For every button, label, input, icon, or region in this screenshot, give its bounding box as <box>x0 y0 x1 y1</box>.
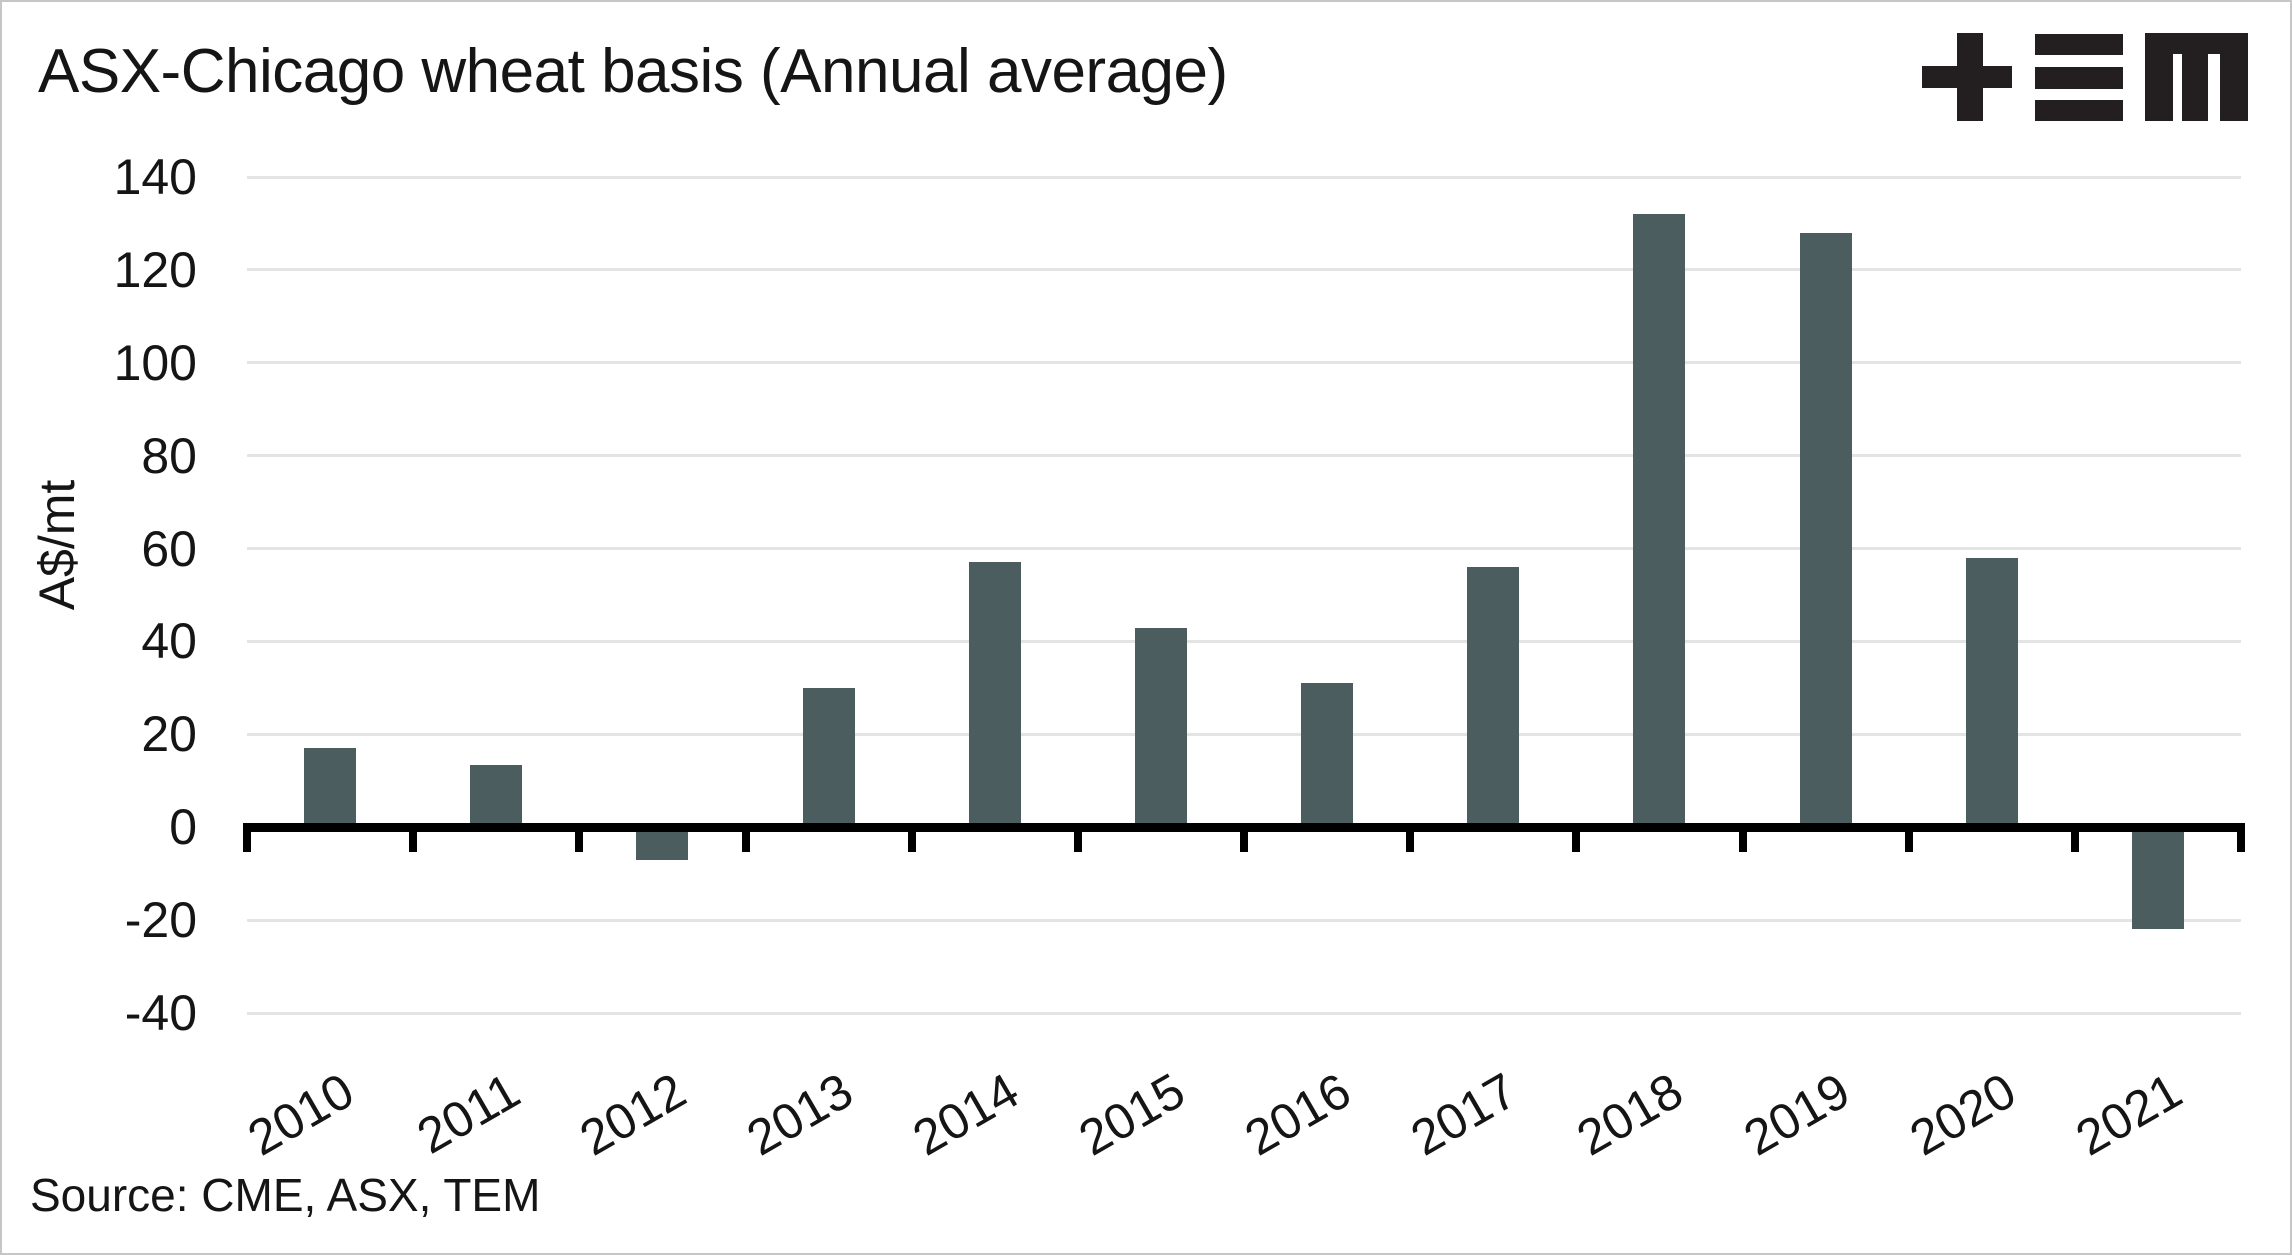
gridline-y-100 <box>247 361 2241 365</box>
gridline-y-40 <box>247 639 2241 643</box>
bar-2010 <box>304 748 357 828</box>
x-tick-mark-11 <box>2070 822 2079 852</box>
x-tick-mark-7 <box>1406 822 1415 852</box>
x-tick-mark-8 <box>1572 822 1581 852</box>
y-tick-label-40: 40 <box>141 613 197 670</box>
bar-2019 <box>1799 232 1852 828</box>
gridline-y-120 <box>247 268 2241 272</box>
bar-2020 <box>1965 557 2018 828</box>
logo-bar-bottom <box>2035 100 2123 121</box>
x-tick-label-2013: 2013 <box>737 1062 862 1167</box>
tem-logo <box>1922 33 2248 121</box>
y-tick-label-140: 140 <box>113 149 197 205</box>
x-tick-mark-0 <box>243 822 251 852</box>
bar-2017 <box>1467 567 1520 828</box>
logo-plus-horizontal <box>1922 66 2012 88</box>
x-tick-mark-9 <box>1738 822 1747 852</box>
x-tick-label-2015: 2015 <box>1069 1062 1194 1167</box>
gridline-y--20 <box>247 918 2241 922</box>
y-tick-label-120: 120 <box>113 241 197 298</box>
bar-2012 <box>636 827 689 860</box>
x-tick-label-2020: 2020 <box>1900 1062 2025 1167</box>
logo-m-mid-leg <box>2182 51 2208 121</box>
logo-m-right-leg <box>2220 33 2248 121</box>
bar-2018 <box>1633 214 1686 828</box>
x-tick-mark-1 <box>409 822 418 852</box>
gridline-y--40 <box>247 1011 2241 1015</box>
y-tick-label-0: 0 <box>169 799 197 856</box>
x-tick-label-2019: 2019 <box>1734 1062 1859 1167</box>
x-tick-mark-12 <box>2237 822 2245 852</box>
chart-title: ASX-Chicago wheat basis (Annual average) <box>38 37 1228 106</box>
x-tick-mark-5 <box>1073 822 1082 852</box>
x-tick-label-2018: 2018 <box>1568 1062 1693 1167</box>
y-tick-label--20: -20 <box>124 892 197 949</box>
x-tick-label-2021: 2021 <box>2066 1062 2191 1167</box>
bar-2013 <box>802 687 855 828</box>
x-tick-label-2016: 2016 <box>1235 1062 1361 1167</box>
x-tick-label-2014: 2014 <box>903 1062 1028 1167</box>
bar-2011 <box>470 764 523 828</box>
bar-2015 <box>1134 627 1187 828</box>
tem-logo-marks <box>1922 33 2248 121</box>
source-note: Source: CME, ASX, TEM <box>30 1169 541 1221</box>
bar-2014 <box>968 562 1021 828</box>
x-tick-mark-2 <box>575 822 584 852</box>
bar-2021 <box>2131 827 2184 930</box>
bar-2016 <box>1301 683 1354 828</box>
logo-bar-middle <box>2035 67 2123 89</box>
gridline-y-20 <box>247 732 2241 736</box>
x-tick-mark-10 <box>1904 822 1913 852</box>
gridline-y-80 <box>247 454 2241 458</box>
logo-bar-top <box>2035 34 2123 55</box>
gridline-y-140 <box>247 175 2241 179</box>
y-tick-label-80: 80 <box>141 427 197 484</box>
logo-m-left-leg <box>2145 33 2173 121</box>
y-tick-label-100: 100 <box>113 334 197 391</box>
y-tick-label-60: 60 <box>141 520 197 577</box>
y-tick-label--40: -40 <box>124 985 197 1041</box>
y-tick-label-20: 20 <box>141 706 197 763</box>
gridline-y-60 <box>247 547 2241 551</box>
x-tick-label-2012: 2012 <box>571 1062 696 1167</box>
x-tick-mark-3 <box>741 822 750 852</box>
x-tick-mark-4 <box>907 822 916 852</box>
x-tick-mark-6 <box>1240 822 1248 852</box>
x-tick-label-2017: 2017 <box>1401 1062 1527 1167</box>
